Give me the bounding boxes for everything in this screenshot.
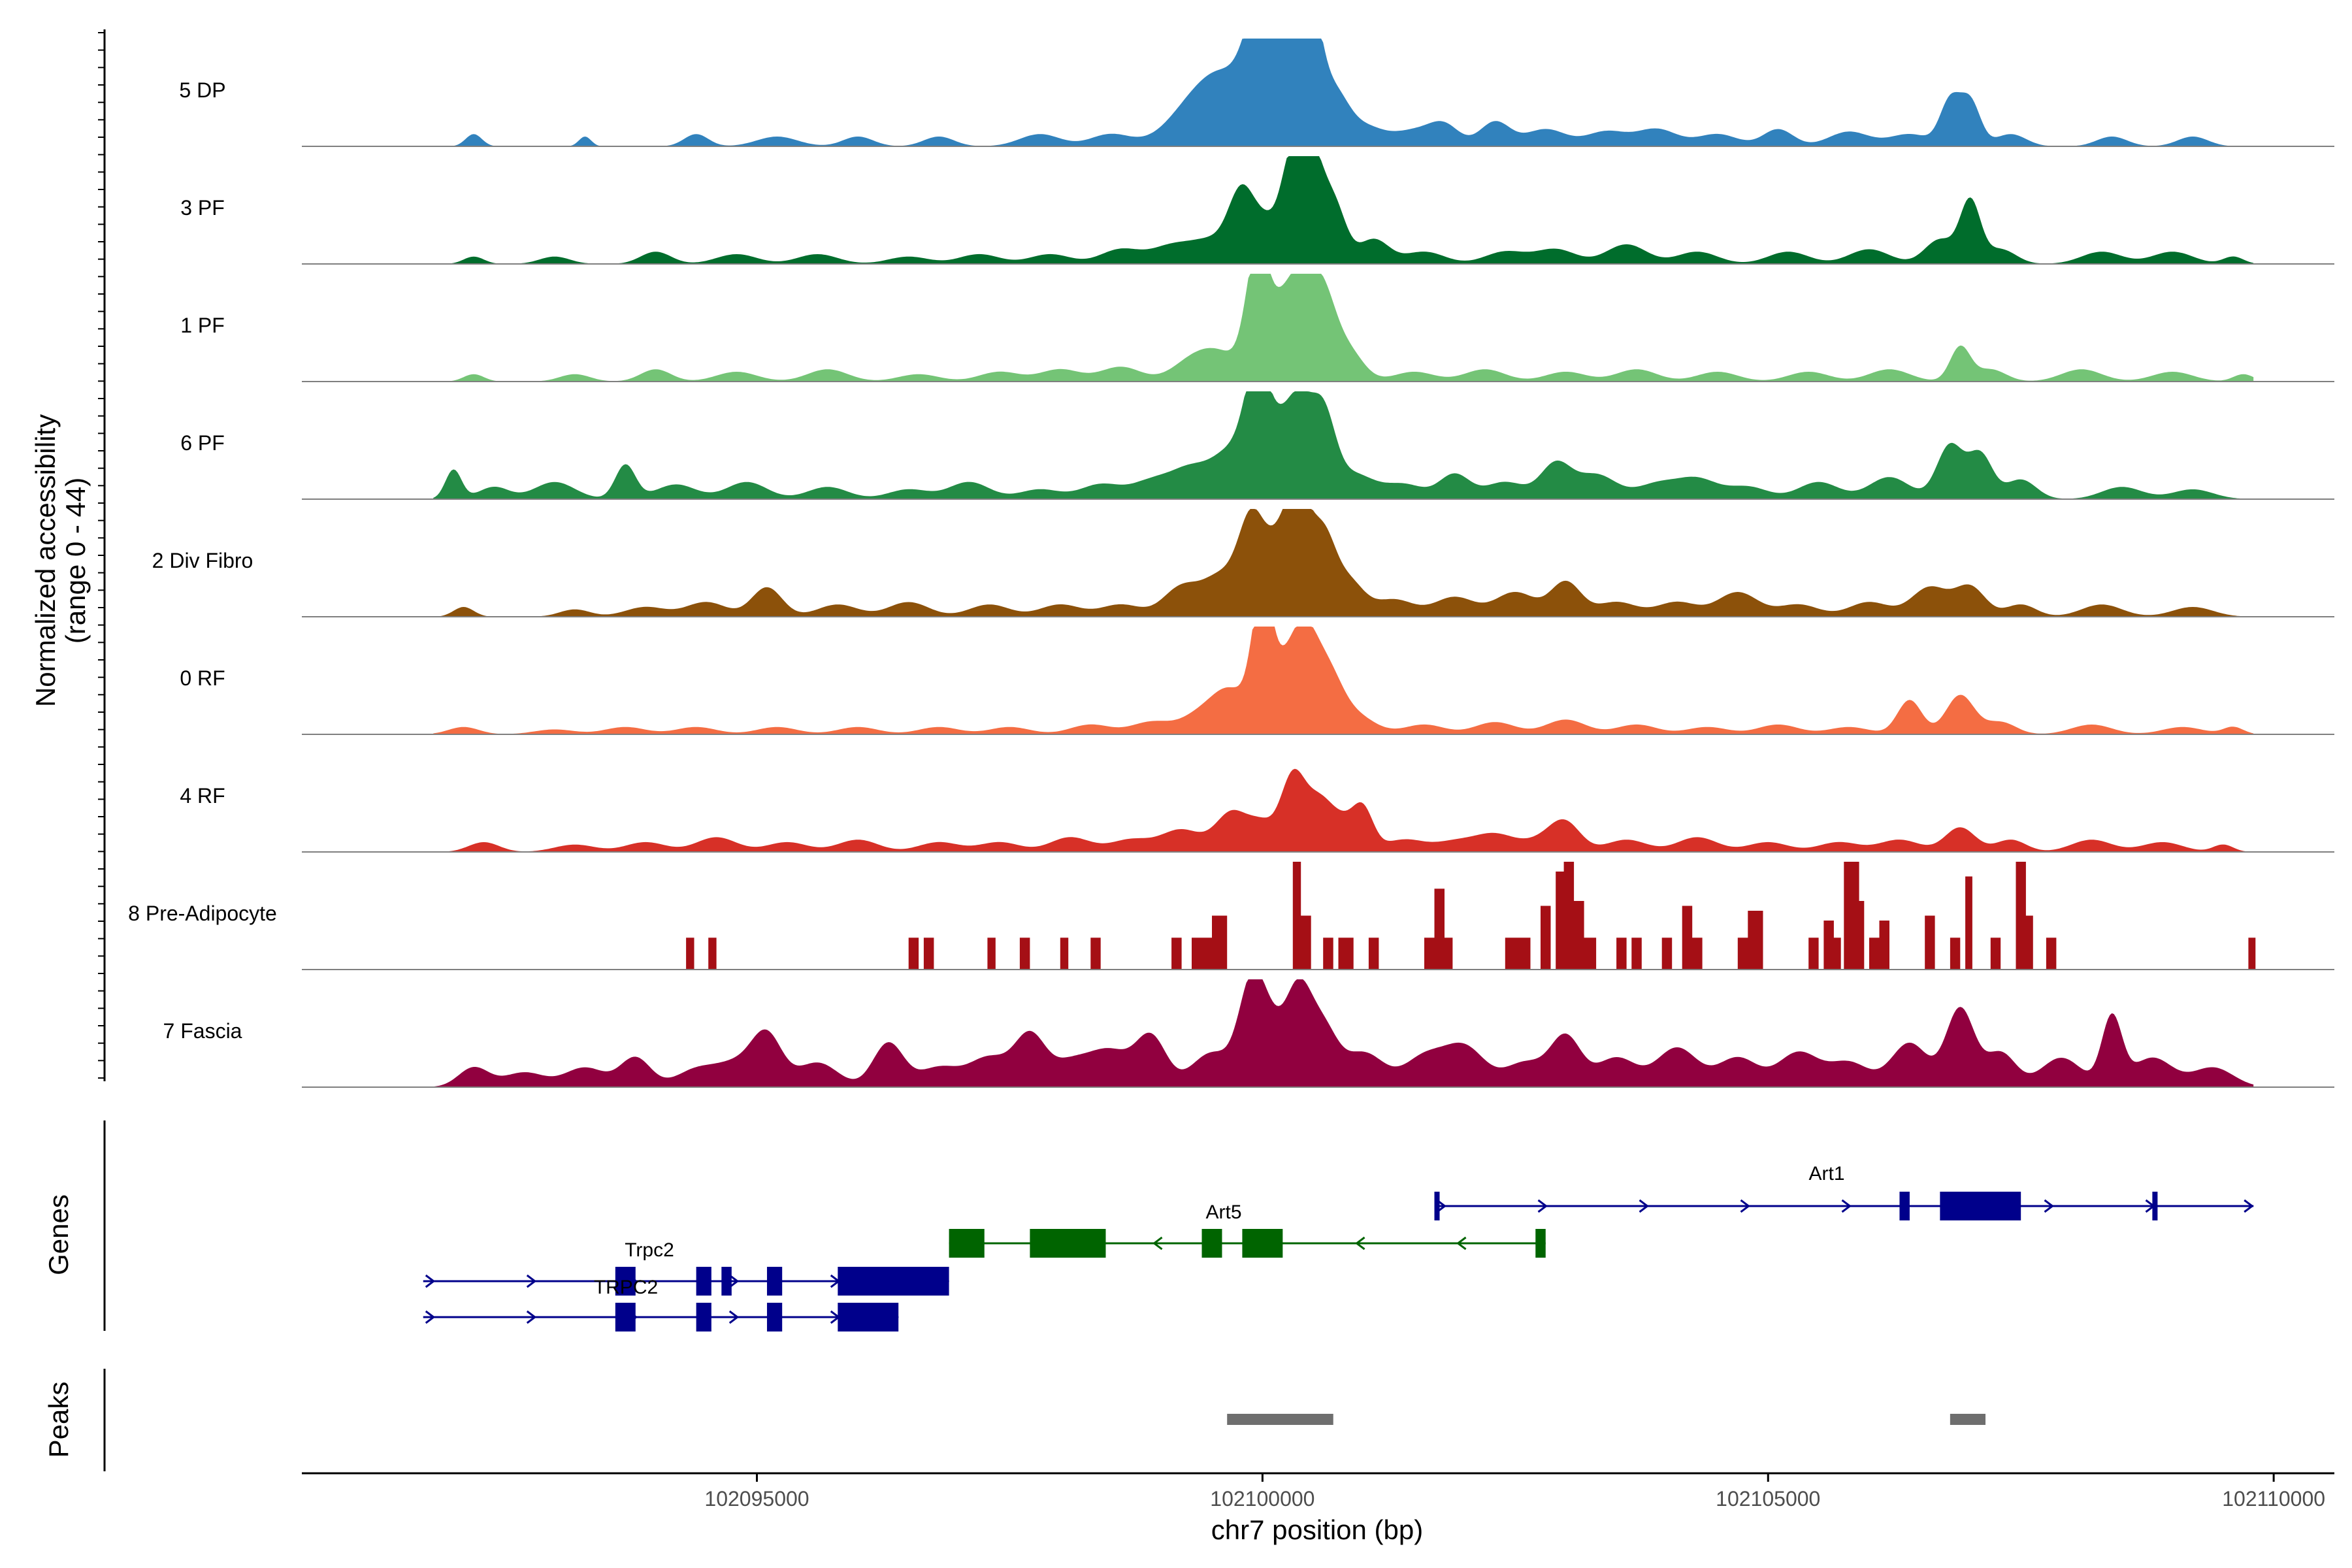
strand-arrow xyxy=(526,1310,537,1324)
gene-exon xyxy=(838,1267,949,1296)
track-label: 2 Div Fibro xyxy=(152,549,253,572)
strand-arrow xyxy=(1639,1199,1649,1213)
strand-arrow xyxy=(2044,1199,2054,1213)
gene-exon xyxy=(766,1267,783,1296)
coverage-area xyxy=(433,979,2254,1087)
peaks-track xyxy=(1227,1414,1986,1425)
y-axis-title: Normalized accessibility xyxy=(30,414,61,707)
gene-label: TRPC2 xyxy=(594,1277,658,1298)
strand-arrow xyxy=(1537,1199,1548,1213)
track-label: 6 PF xyxy=(180,431,225,455)
gene-exon xyxy=(1940,1192,2021,1220)
strand-arrow xyxy=(1355,1236,1365,1250)
gene-exon xyxy=(1201,1229,1222,1258)
gene-exon xyxy=(766,1303,783,1331)
gene-exon xyxy=(838,1303,899,1331)
strand-arrow xyxy=(425,1310,436,1324)
gene-exon xyxy=(1242,1229,1283,1258)
gene-exon xyxy=(696,1267,711,1296)
track-label: 3 PF xyxy=(180,196,225,220)
left-axis-lines xyxy=(98,29,106,1471)
x-tick-label: 102100000 xyxy=(1210,1487,1315,1511)
gene-exon xyxy=(721,1267,732,1296)
strand-arrow xyxy=(526,1274,537,1288)
gene-exon xyxy=(949,1229,985,1258)
peak-region xyxy=(1950,1414,1986,1425)
track-label: 5 DP xyxy=(179,78,225,102)
strand-arrow xyxy=(728,1310,740,1324)
gene-exon xyxy=(696,1303,711,1331)
peak-region xyxy=(1227,1414,1333,1425)
coverage-tracks: 5 DP 3 PF 1 PF 6 PF 2 Div Fibro 0 RF 4 RF 8 Pre… xyxy=(128,39,2334,1088)
track-label: 7 Fascia xyxy=(163,1019,242,1043)
strand-arrow xyxy=(1456,1236,1467,1250)
gene-exon xyxy=(615,1303,636,1331)
strand-arrow xyxy=(1841,1199,1852,1213)
gene-exon xyxy=(1899,1192,1910,1220)
strand-arrow xyxy=(1740,1199,1750,1213)
gene-label: Art5 xyxy=(1205,1201,1241,1223)
strand-arrow xyxy=(425,1274,436,1288)
gene-exon xyxy=(1535,1229,1546,1258)
peaks-track-label: Peaks xyxy=(43,1382,74,1458)
coverage-area xyxy=(433,39,2254,146)
strand-arrow xyxy=(2244,1199,2254,1213)
track-label: 0 RF xyxy=(180,666,225,690)
track-label: 4 RF xyxy=(180,784,225,808)
gene-exon xyxy=(2152,1192,2158,1220)
coverage-area xyxy=(433,627,2254,734)
x-tick-label: 102105000 xyxy=(1716,1487,1820,1511)
genes-track: Trpc2 TRPC2 Art5 Art1 xyxy=(423,1163,2254,1331)
x-axis: 102095000 102100000 102105000 102110000 xyxy=(302,1472,2334,1511)
genes-track-label: Genes xyxy=(43,1194,74,1275)
coverage-area xyxy=(433,768,2254,852)
x-tick-label: 102095000 xyxy=(704,1487,809,1511)
track-label: 8 Pre-Adipocyte xyxy=(128,902,277,925)
coverage-area xyxy=(433,274,2254,382)
coverage-area xyxy=(433,391,2254,499)
coverage-area xyxy=(433,509,2254,617)
gene-exon xyxy=(1434,1192,1440,1220)
gene-exon xyxy=(1030,1229,1106,1258)
coverage-area xyxy=(433,156,2254,264)
track-label: 1 PF xyxy=(180,314,225,337)
gene-label: Trpc2 xyxy=(625,1239,674,1261)
gene-exon xyxy=(615,1267,636,1296)
y-axis-range-label: (range 0 - 44) xyxy=(60,478,91,644)
x-axis-title: chr7 position (bp) xyxy=(1211,1514,1424,1545)
strand-arrow xyxy=(1152,1236,1163,1250)
strand-arrow xyxy=(728,1274,740,1288)
coverage-area xyxy=(686,862,2256,970)
x-tick-label: 102110000 xyxy=(2222,1487,2325,1511)
gene-label: Art1 xyxy=(1808,1163,1844,1184)
